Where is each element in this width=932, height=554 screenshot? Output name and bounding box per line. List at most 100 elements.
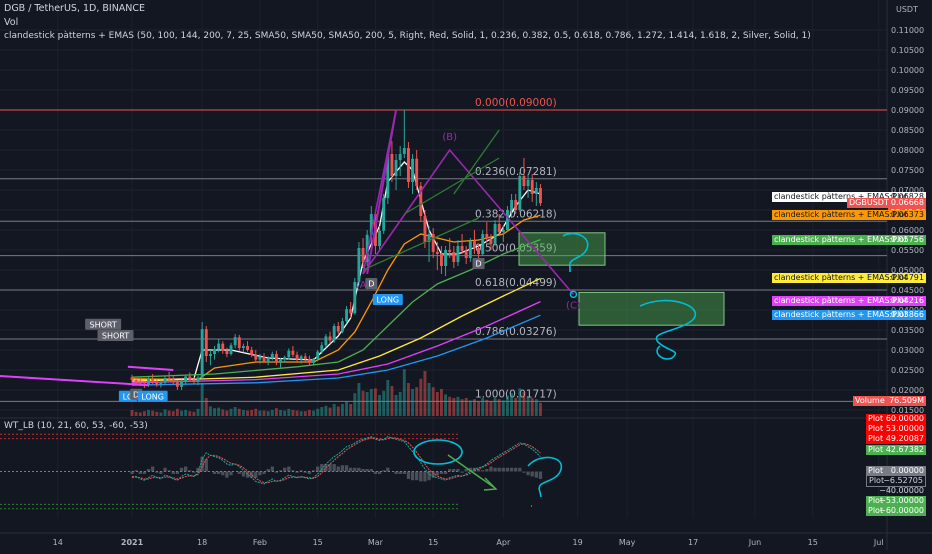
candle-body <box>336 326 340 332</box>
osc-histogram-bar <box>435 471 439 476</box>
y-tick-label: 0.07500 <box>891 166 924 175</box>
volume-bar <box>468 400 472 416</box>
osc-histogram-bar <box>163 467 167 472</box>
candle-body <box>530 180 534 194</box>
x-tick-label: 14 <box>53 538 63 547</box>
candle-body <box>539 188 542 204</box>
candle-body <box>184 376 188 382</box>
candle-body <box>464 250 468 258</box>
osc-histogram-bar <box>514 467 518 472</box>
fib-level-label: 1.000(0.01717) <box>475 388 557 400</box>
candle-body <box>332 326 336 341</box>
volume-bar <box>192 411 196 416</box>
osc-histogram-bar <box>439 471 444 474</box>
pattern-tag <box>97 330 134 341</box>
elliott-wave-path <box>362 109 575 295</box>
osc-histogram-bar <box>501 467 505 472</box>
y-tick-label: 0.03500 <box>891 326 924 335</box>
osc-histogram-bar <box>349 467 353 472</box>
x-tick-label: Feb <box>253 538 267 547</box>
osc-histogram-bar <box>398 471 402 474</box>
wave-label: (A) <box>356 280 371 291</box>
osc-histogram-bar <box>427 471 431 481</box>
volume-bar <box>481 398 485 416</box>
candle-body <box>274 354 278 363</box>
x-tick-label: 19 <box>572 538 582 547</box>
osc-histogram-bar <box>419 471 423 482</box>
volume-bar <box>204 398 208 416</box>
candle-body <box>155 381 159 385</box>
y-tick-label: 0.01500 <box>891 406 924 415</box>
osc-histogram-bar <box>505 467 510 472</box>
oscillator-label: Plot 0.00000 <box>866 466 926 476</box>
volume-bar <box>200 383 204 416</box>
volume-bar <box>373 388 377 416</box>
oscillator-label: Plot 42.67382 <box>866 445 926 455</box>
candle-body <box>489 238 493 244</box>
candle-body <box>378 230 381 246</box>
volume-bar <box>427 383 431 416</box>
osc-annotation-arrow <box>447 454 498 491</box>
candle-body <box>188 376 192 380</box>
candle-body <box>514 200 518 210</box>
osc-histogram-bar <box>386 467 390 472</box>
candle-body <box>448 250 452 252</box>
osc-histogram-bar <box>431 471 435 478</box>
osc-histogram-bar <box>406 471 411 479</box>
osc-histogram-bar <box>221 471 225 476</box>
oscillator-title: WT_LB (10, 21, 60, 53, -60, -53) <box>4 421 148 431</box>
wave-end-marker <box>569 290 578 299</box>
osc-histogram-bar <box>200 456 204 472</box>
volume-bar <box>320 407 324 416</box>
volume-bar <box>423 371 427 416</box>
volume-bar <box>316 408 320 416</box>
x-tick-label: 17 <box>688 538 698 547</box>
volume-bar <box>163 409 167 416</box>
trend-line <box>127 365 174 371</box>
volume-bar <box>175 408 179 416</box>
osc-histogram-bar <box>493 467 497 472</box>
volume-bar <box>365 392 369 416</box>
volume-bar <box>130 410 134 416</box>
candle-body <box>481 234 485 254</box>
y-tick-label: 0.05500 <box>891 246 924 255</box>
osc-histogram-bar <box>365 469 369 472</box>
price-label: clandestick pàtterns + EMAS:Plot 0.04791 <box>772 273 926 284</box>
y-tick-label: 0.06000 <box>891 226 924 235</box>
pattern-tag <box>372 294 403 305</box>
osc-histogram-bar <box>382 470 386 472</box>
pattern-tag-label: LONG <box>376 296 399 305</box>
osc-histogram-bar <box>464 469 468 472</box>
osc-histogram-bar <box>497 467 501 472</box>
osc-histogram-bar <box>353 467 357 472</box>
volume-bar <box>229 408 233 416</box>
fib-level-label: 0.000(0.09000) <box>475 97 557 109</box>
volume-bar <box>369 389 373 416</box>
x-tick-label: Jul <box>873 538 884 547</box>
channel-line <box>362 217 479 271</box>
candle-body <box>522 176 526 186</box>
candle-body <box>345 309 348 322</box>
osc-histogram-bar <box>196 467 200 472</box>
x-tick-label: May <box>619 538 636 547</box>
volume-bar <box>233 407 237 416</box>
candle-body <box>307 358 311 363</box>
x-tick-label: 15 <box>313 538 323 547</box>
candle-body <box>477 248 481 254</box>
osc-histogram-bar <box>229 471 233 476</box>
symbol-title: DGB / TetherUS, 1D, BINANCE <box>4 3 146 14</box>
volume-bar <box>539 402 542 416</box>
osc-histogram-bar <box>344 465 349 472</box>
osc-histogram-bar <box>134 470 138 472</box>
candle-body <box>485 234 489 239</box>
fib-level-label: 0.382(0.06218) <box>475 208 557 220</box>
volume-bar <box>378 395 381 416</box>
candle-body <box>279 359 282 363</box>
candle-body <box>423 216 427 242</box>
candle-body <box>270 354 274 358</box>
x-tick-label: 15 <box>808 538 818 547</box>
osc-histogram-bar <box>373 471 378 474</box>
volume-bar <box>394 395 398 416</box>
x-tick-label: Jun <box>748 538 762 547</box>
